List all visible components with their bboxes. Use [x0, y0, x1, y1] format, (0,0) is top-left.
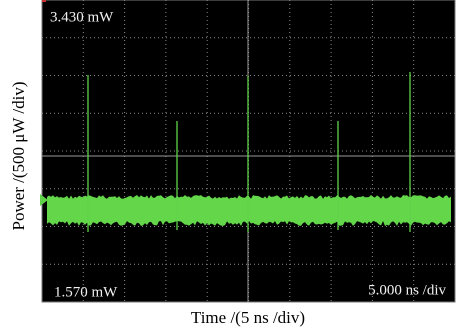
- top-readout: 3.430 mW: [50, 9, 114, 25]
- trigger-marker: [42, 0, 46, 2]
- timebase-readout: 5.000 ns /div: [368, 282, 446, 298]
- chart: 3.430 mW 1.570 mW 5.000 ns /div Time /(5…: [0, 0, 457, 332]
- x-axis-label: Time /(5 ns /div): [191, 308, 305, 327]
- y-axis-label: Power /(500 μW /div): [9, 81, 28, 230]
- bottom-readout: 1.570 mW: [54, 284, 118, 300]
